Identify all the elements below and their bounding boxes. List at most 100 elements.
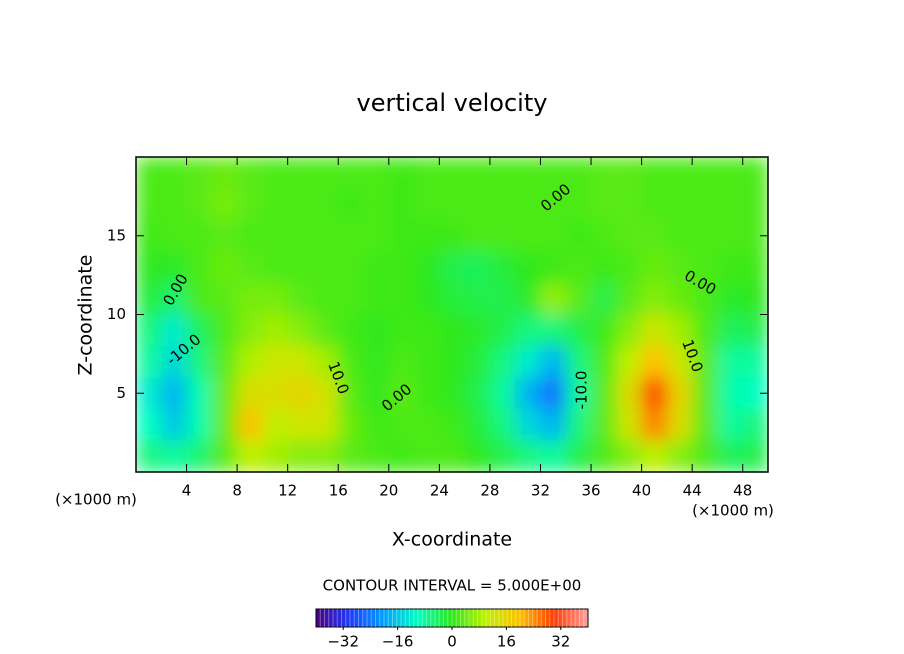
heat-cell xyxy=(616,188,643,221)
heat-cell xyxy=(161,314,188,347)
colorbar-tick-label: −16 xyxy=(382,633,414,651)
heat-cell xyxy=(591,283,617,315)
heat-cell xyxy=(666,188,693,221)
heat-cell xyxy=(439,440,466,472)
heat-cell xyxy=(666,409,693,441)
heat-cell xyxy=(211,346,238,378)
heat-cell xyxy=(237,283,263,315)
heat-cell xyxy=(565,157,592,189)
heat-cell xyxy=(641,346,668,378)
x-tick-label: 12 xyxy=(278,482,297,500)
x-tick-label: 28 xyxy=(480,482,499,500)
heat-cell xyxy=(717,220,744,252)
heat-cell xyxy=(186,188,213,221)
heat-cell xyxy=(211,251,238,284)
heat-cell xyxy=(540,251,567,284)
heat-cell xyxy=(338,346,365,378)
heat-cell xyxy=(312,251,339,284)
x-unit-label: (×1000 m) xyxy=(55,491,137,509)
heat-cell xyxy=(742,251,768,284)
heat-cell xyxy=(262,440,289,472)
heat-cell xyxy=(262,409,289,441)
heat-cell xyxy=(262,220,289,252)
heat-cell xyxy=(312,377,339,410)
heat-cell xyxy=(616,377,643,410)
heat-cell xyxy=(388,440,415,472)
heat-cell xyxy=(161,440,188,472)
x-tick-label: 36 xyxy=(581,482,600,500)
heat-cell xyxy=(287,440,314,472)
heat-cell xyxy=(439,188,466,221)
heat-cell xyxy=(616,251,643,284)
heat-cell xyxy=(136,251,162,284)
heat-cell xyxy=(136,440,162,472)
heat-cell xyxy=(211,314,238,347)
heat-cell xyxy=(439,377,466,410)
heat-cell xyxy=(641,157,668,189)
heat-cell xyxy=(515,377,541,410)
heat-cell xyxy=(540,346,567,378)
heat-cell xyxy=(742,188,768,221)
heat-cell xyxy=(641,440,668,472)
x-tick-label: 20 xyxy=(379,482,398,500)
heat-cell xyxy=(312,346,339,378)
heat-cell xyxy=(489,314,516,347)
heat-cell xyxy=(186,440,213,472)
heat-cell xyxy=(540,220,567,252)
heat-cell xyxy=(692,283,718,315)
heat-cell xyxy=(161,409,188,441)
heat-cell xyxy=(363,440,390,472)
heat-cell xyxy=(312,440,339,472)
heat-cell xyxy=(641,377,668,410)
heat-cell xyxy=(692,409,718,441)
heat-cell xyxy=(540,188,567,221)
heat-cell xyxy=(237,220,263,252)
heat-cell xyxy=(666,377,693,410)
heat-cell xyxy=(515,283,541,315)
heat-cell xyxy=(136,283,162,315)
x-tick-label: 24 xyxy=(430,482,449,500)
heat-cell xyxy=(666,314,693,347)
heat-cell xyxy=(161,251,188,284)
heat-cell xyxy=(591,220,617,252)
heat-cell xyxy=(464,283,491,315)
colorbar-tick-label: −32 xyxy=(327,633,359,651)
heat-cell xyxy=(641,409,668,441)
heat-cell xyxy=(363,409,390,441)
heat-cell xyxy=(692,440,718,472)
heat-cell xyxy=(616,283,643,315)
heat-cell xyxy=(666,251,693,284)
plot-area xyxy=(136,157,768,472)
heat-cell xyxy=(565,409,592,441)
heat-cell xyxy=(186,314,213,347)
heat-cell xyxy=(211,283,238,315)
colorbar-tick-label: 32 xyxy=(551,633,570,651)
heat-cell xyxy=(616,409,643,441)
heat-cell xyxy=(363,283,390,315)
heat-cell xyxy=(439,346,466,378)
heat-cell xyxy=(414,251,440,284)
heat-cell xyxy=(312,188,339,221)
heat-cell xyxy=(237,188,263,221)
heat-cell xyxy=(489,220,516,252)
heat-cell xyxy=(641,283,668,315)
heat-cell xyxy=(237,251,263,284)
heat-cell xyxy=(717,440,744,472)
heat-cell xyxy=(666,283,693,315)
heat-cell xyxy=(262,314,289,347)
heat-cell xyxy=(186,377,213,410)
heat-cell xyxy=(136,314,162,347)
heat-cell xyxy=(388,409,415,441)
heat-cell xyxy=(287,409,314,441)
heat-cell xyxy=(312,314,339,347)
heat-cell xyxy=(515,220,541,252)
heat-cell xyxy=(414,314,440,347)
heat-cell xyxy=(464,377,491,410)
heat-cell xyxy=(186,346,213,378)
heat-cell xyxy=(262,157,289,189)
heat-cell xyxy=(616,220,643,252)
heat-cell xyxy=(464,188,491,221)
heat-cell xyxy=(692,314,718,347)
heat-cell xyxy=(414,409,440,441)
heat-cell xyxy=(515,440,541,472)
